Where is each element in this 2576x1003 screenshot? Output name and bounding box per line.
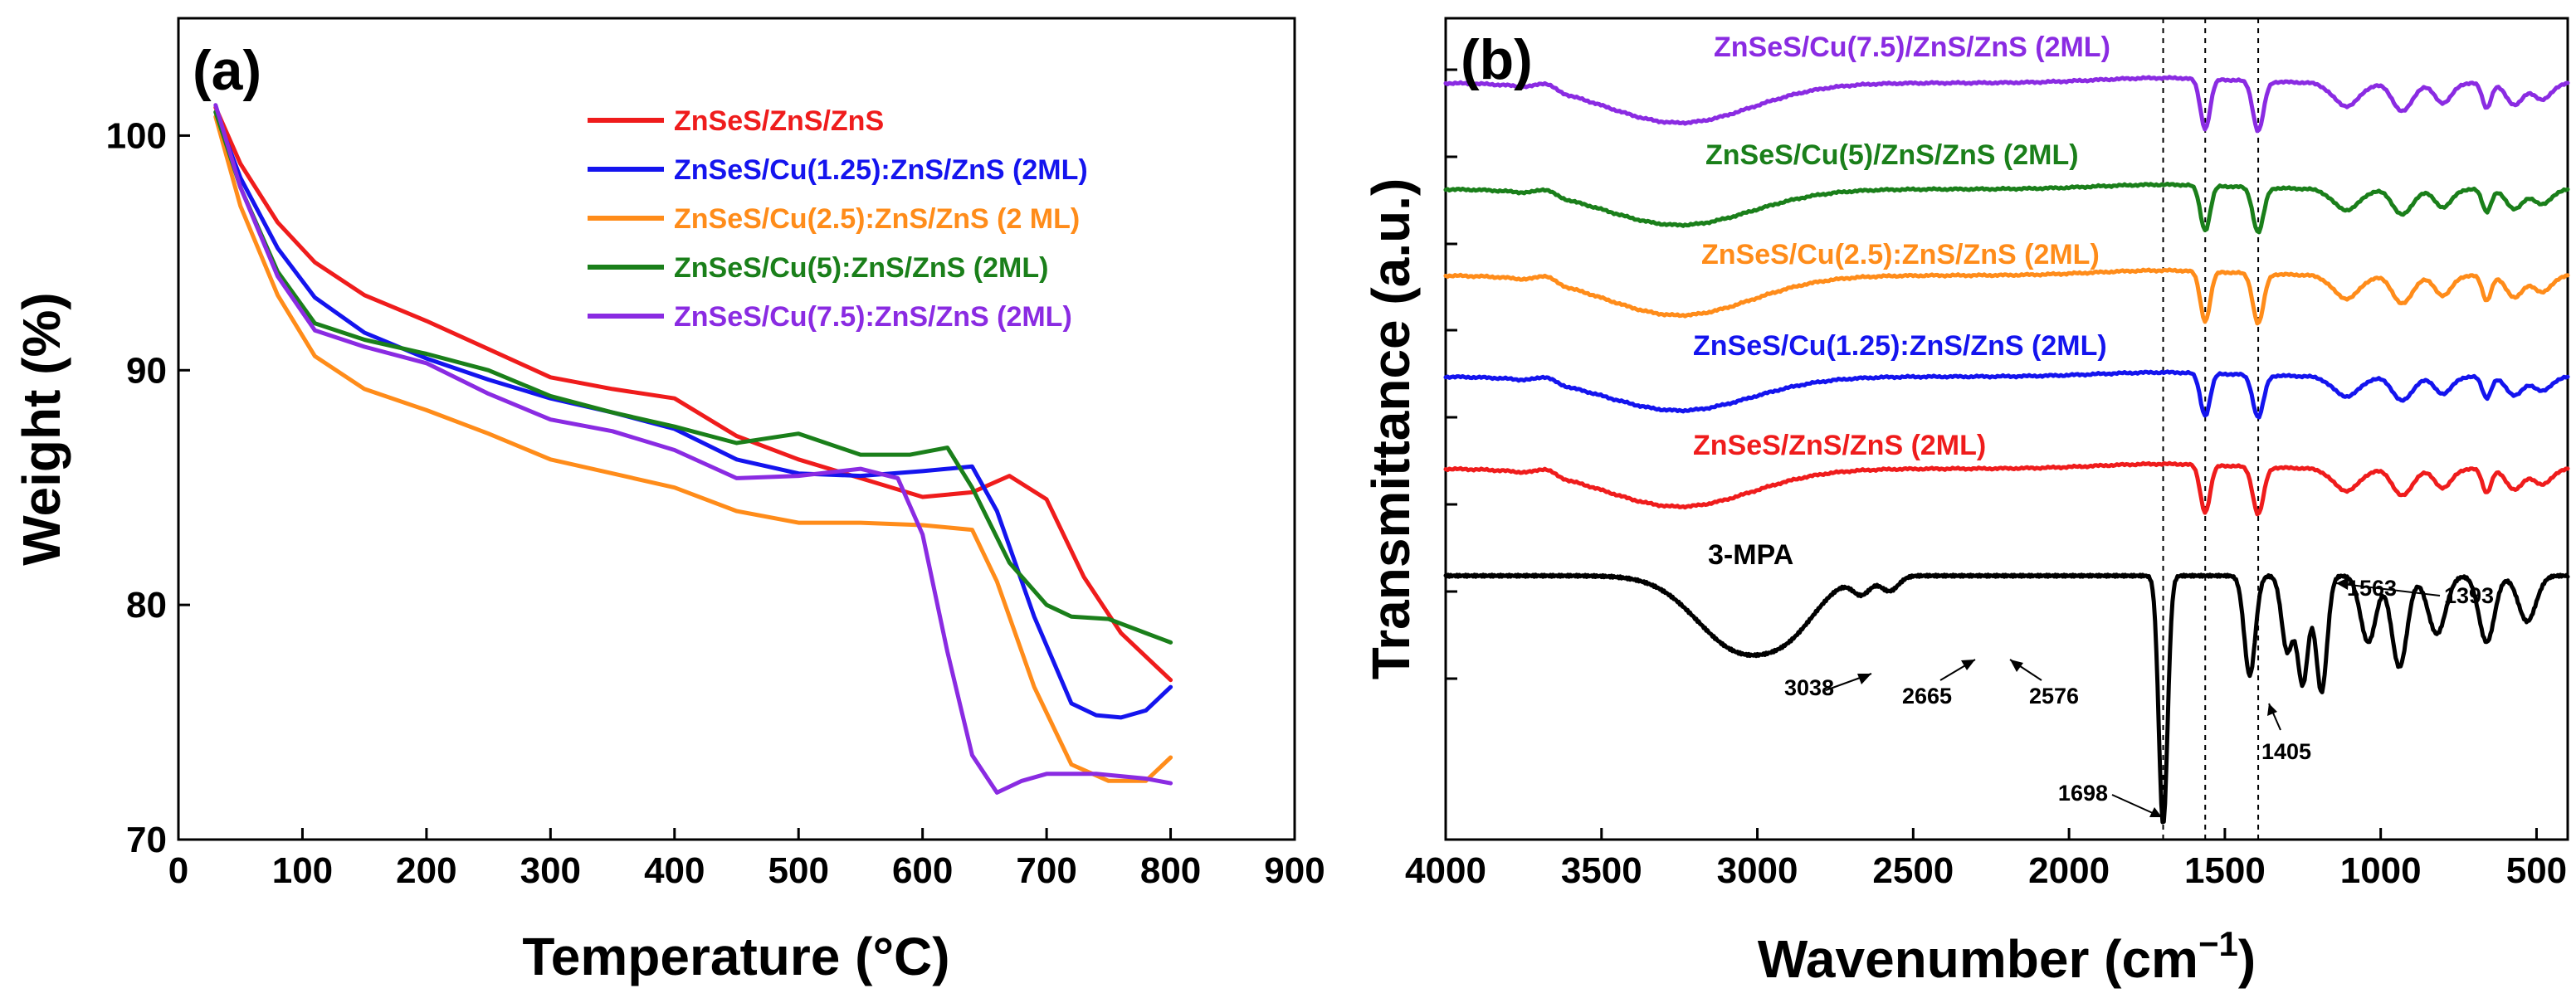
legend-label-cu25: ZnSeS/Cu(2.5):ZnS/ZnS (2 ML) [674, 203, 1080, 235]
ftir-x-tick-label: 1500 [2184, 850, 2266, 891]
ftir-x-tick-label: 500 [2506, 850, 2567, 891]
tga-x-tick-label: 600 [892, 850, 953, 891]
tga-curve-znses-cu-1-25-zns-zns-2ml [213, 110, 1173, 720]
ftir-x-tick-label: 2500 [1872, 850, 1954, 891]
legend-label-zns-zns: ZnSeS/ZnS/ZnS [674, 105, 884, 137]
ftir-label-cu75: ZnSeS/Cu(7.5)/ZnS/ZnS (2ML) [1714, 32, 2110, 63]
peak-label-2576: 2576 [2029, 684, 2079, 708]
tga-x-tick-label: 800 [1140, 850, 1201, 891]
tga-x-axis: 0 100 200 300 400 500 600 700 800 900 [168, 828, 1325, 891]
ftir-x-axis-title-close: ) [2238, 929, 2256, 989]
peak-arrowhead-2576 [2010, 660, 2023, 672]
ftir-x-tick-label: 4000 [1405, 850, 1486, 891]
tga-x-tick-label: 400 [644, 850, 705, 891]
legend-label-cu125: ZnSeS/Cu(1.25):ZnS/ZnS (2ML) [674, 154, 1088, 186]
tga-legend: ZnSeS/ZnS/ZnS ZnSeS/Cu(1.25):ZnS/ZnS (2M… [588, 105, 1088, 333]
ftir-x-axis: 4000 3500 3000 2500 2000 1500 1000 500 [1405, 828, 2567, 891]
tga-curve-znses-cu-2-5-zns-zns-2-ml [213, 114, 1173, 783]
peak-arrowhead-1393 [2336, 577, 2349, 590]
tga-curve-znses-zns-zns [213, 105, 1173, 683]
ftir-label-cu125: ZnSeS/Cu(1.25):ZnS/ZnS (2ML) [1693, 330, 2107, 362]
legend-label-cu5: ZnSeS/Cu(5):ZnS/ZnS (2ML) [674, 252, 1048, 284]
tga-x-tick-label: 500 [768, 850, 829, 891]
ftir-curve-znses-cu-2-5-zns-zns-2ml [1443, 267, 2570, 326]
tga-curve-znses-cu-5-zns-zns-2ml [213, 110, 1173, 645]
peak-arrowhead-1405 [2267, 704, 2277, 716]
panel-a-label: (a) [193, 39, 261, 102]
peak-label-1563: 1563 [2347, 576, 2397, 601]
peak-label-1698: 1698 [2058, 781, 2108, 806]
ftir-x-axis-title: Wavenumber (cm−1) [1758, 924, 2256, 989]
ftir-y-axis [1446, 68, 1457, 680]
ftir-x-tick-label: 3000 [1717, 850, 1798, 891]
ftir-x-tick-label: 2000 [2028, 850, 2110, 891]
ftir-curve-3-mpa [1443, 572, 2570, 825]
legend-label-cu75: ZnSeS/Cu(7.5):ZnS/ZnS (2ML) [674, 301, 1072, 333]
peak-arrowhead-1698 [2149, 807, 2162, 817]
tga-y-tick-label: 70 [126, 820, 167, 860]
ftir-curve-znses-cu-1-25-zns-zns-2ml [1443, 369, 2570, 420]
tga-x-tick-label: 900 [1264, 850, 1325, 891]
tga-x-axis-title: Temperature (°C) [522, 927, 949, 986]
tga-y-tick-label: 100 [106, 115, 167, 156]
ftir-plot-frame [1444, 17, 2569, 841]
tga-curve-znses-cu-7-5-zns-zns-2ml [213, 103, 1173, 795]
panel-b-label: (b) [1461, 28, 1533, 91]
ftir-x-tick-label: 3500 [1561, 850, 1642, 891]
ftir-curve-znses-zns-zns-2ml [1443, 460, 2570, 517]
tga-x-tick-label: 200 [396, 850, 456, 891]
peak-arrowhead-3038 [1857, 674, 1871, 684]
ftir-curve-znses-cu-7-5-zns-zns-2ml [1443, 75, 2570, 134]
ftir-reference-lines [2162, 18, 2260, 840]
tga-y-axis-title: Weight (%) [12, 292, 71, 565]
tga-y-tick-label: 80 [126, 585, 167, 626]
ftir-x-axis-title-superscript: −1 [2198, 924, 2238, 963]
peak-label-1393: 1393 [2444, 583, 2494, 608]
tga-panel: 0 100 200 300 400 500 600 700 800 900 70 80 90 100 (… [12, 17, 1325, 986]
ftir-label-cu25: ZnSeS/Cu(2.5):ZnS/ZnS (2ML) [1701, 239, 2100, 270]
peak-label-1405: 1405 [2261, 739, 2311, 764]
peak-annotations: 1393 1563 3038 2665 2576 1698 1405 [1784, 576, 2494, 818]
tga-plot-frame [177, 17, 1296, 841]
ftir-x-tick-label: 1000 [2340, 850, 2422, 891]
tga-y-tick-label: 90 [126, 350, 167, 391]
ftir-x-axis-title-main: Wavenumber (cm [1758, 929, 2198, 989]
peak-arrow-1393 [2335, 582, 2441, 596]
ftir-y-axis-title: Transmittance (a.u.) [1361, 178, 1421, 680]
ftir-curves [1443, 75, 2570, 825]
ftir-label-zns-zns: ZnSeS/ZnS/ZnS (2ML) [1693, 430, 1986, 461]
ftir-panel: 4000 3500 3000 2500 2000 1500 1000 500 (b) ZnSe… [1361, 17, 2570, 989]
peak-arrowhead-2665 [1961, 660, 1975, 670]
peak-label-3038: 3038 [1784, 675, 1834, 700]
tga-x-tick-label: 300 [520, 850, 581, 891]
tga-x-tick-label: 100 [272, 850, 333, 891]
ftir-label-cu5: ZnSeS/Cu(5)/ZnS/ZnS (2ML) [1705, 139, 2079, 171]
peak-label-2665: 2665 [1902, 684, 1952, 708]
tga-x-tick-label: 700 [1016, 850, 1076, 891]
tga-curves [213, 103, 1173, 795]
tga-x-tick-label: 0 [168, 850, 188, 891]
ftir-label-3mpa: 3-MPA [1708, 539, 1793, 571]
tga-y-axis: 70 80 90 100 [106, 115, 190, 860]
ftir-curve-znses-cu-5-zns-zns-2ml [1443, 182, 2570, 235]
